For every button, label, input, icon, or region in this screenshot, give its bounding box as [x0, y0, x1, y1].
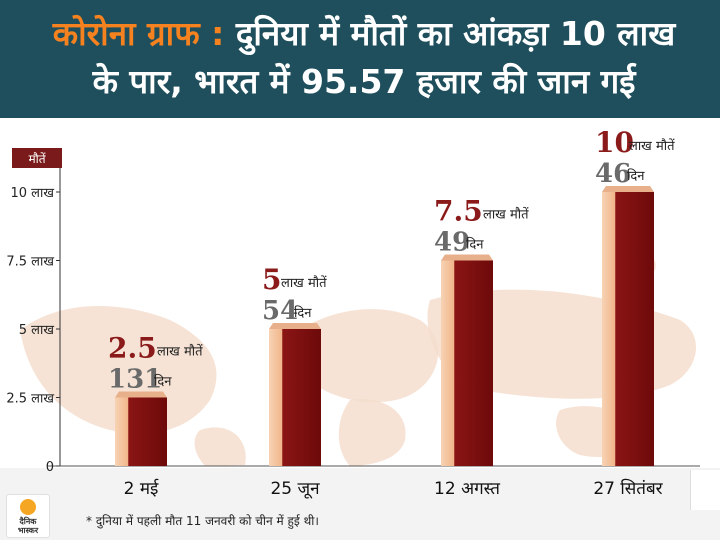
data-label-days: 49 [434, 228, 470, 258]
y-tick-label: 5 लाख [19, 323, 55, 338]
title-line1: दुनिया में मौतों का आंकड़ा 10 लाख [235, 14, 676, 53]
footnote: * दुनिया में पहली मौत 11 जनवरी को चीन मे… [86, 514, 319, 528]
x-tick-label: 25 जून [270, 479, 320, 499]
map-landmass [294, 309, 439, 403]
y-tick-label: 7.5 लाख [6, 255, 54, 270]
y-tick-label: 10 लाख [11, 186, 55, 201]
data-label-unit: लाख मौतें [629, 138, 675, 154]
sun-icon [20, 499, 36, 515]
bar [441, 260, 493, 466]
bar-top [269, 323, 321, 329]
edge-decoration [690, 470, 720, 510]
bar-top [115, 391, 167, 398]
y-axis: मौतें 0 2.5 लाख 5 लाख 7.5 लाख 10 लाख [6, 148, 700, 475]
data-label-unit: लाख मौतें [281, 275, 327, 291]
logo-text: दैनिक भास्कर [17, 517, 39, 535]
data-label-value: 7.5 [434, 195, 483, 228]
y-axis-label-box [12, 148, 62, 168]
data-label-days: 46 [595, 159, 631, 189]
data-label-unit: लाख मौतें [157, 344, 203, 360]
y-axis-label: मौतें [28, 152, 46, 166]
data-label-days: 54 [262, 296, 298, 326]
x-tick-label: 27 सितंबर [593, 478, 663, 499]
x-tick-label: 12 अगस्त [434, 479, 500, 499]
data-label-days-unit: दिन [294, 305, 312, 321]
bar [602, 192, 654, 466]
map-landmass [194, 427, 246, 466]
y-tick-label: 2.5 लाख [6, 392, 54, 407]
title-accent: कोरोना ग्राफ : [52, 14, 225, 53]
data-label-value: 10 [595, 126, 634, 159]
brand-logo: दैनिक भास्कर [6, 494, 50, 538]
data-label-days-unit: दिन [154, 374, 172, 390]
bar-top [441, 254, 493, 261]
x-tick-label: 2 मई [124, 478, 160, 499]
map-landmass [20, 306, 217, 434]
data-label-days: 131 [108, 365, 162, 395]
data-label-value: 2.5 [108, 332, 157, 365]
data-label-days-unit: दिन [466, 237, 484, 253]
bar [269, 329, 321, 466]
bar [115, 397, 167, 466]
bar-top [602, 186, 654, 192]
header-banner: कोरोना ग्राफ : दुनिया में मौतों का आंकड़… [0, 0, 720, 118]
bottom-band [0, 468, 720, 540]
y-tick-label: 0 [46, 460, 54, 475]
bars [115, 186, 654, 466]
title-line2: के पार, भारत में 95.57 हजार की जान गई [92, 62, 636, 101]
data-label-value: 5 [262, 263, 281, 296]
data-label-unit: लाख मौतें [483, 207, 529, 223]
page-title: कोरोना ग्राफ : दुनिया में मौतों का आंकड़… [14, 10, 714, 106]
map-landmass [338, 399, 406, 466]
data-label-days-unit: दिन [627, 168, 645, 184]
